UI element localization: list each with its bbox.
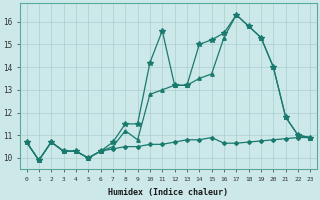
X-axis label: Humidex (Indice chaleur): Humidex (Indice chaleur) [108,188,228,197]
